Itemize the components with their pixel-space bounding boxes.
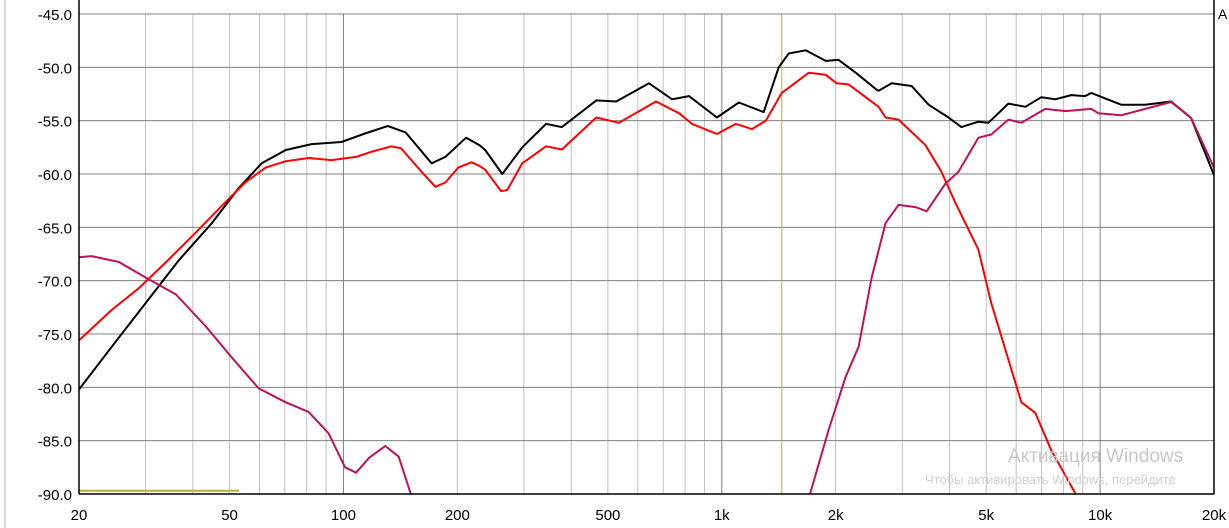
y-tick-labels: -45.0 -50.0 -55.0 -60.0 -65.0 -70.0 -75.0 -80.0… xyxy=(38,7,72,504)
y-tick-label: -55.0 xyxy=(38,114,72,131)
x-tick-label: 20k xyxy=(1202,507,1227,524)
y-tick-label: -75.0 xyxy=(38,327,72,344)
x-tick-label: 1k xyxy=(714,507,730,524)
y-tick-label: -90.0 xyxy=(38,487,72,504)
y-tick-label: -65.0 xyxy=(38,220,72,237)
series-line-3 xyxy=(79,255,412,494)
x-tick-label: 20 xyxy=(71,507,88,524)
windows-activation-watermark: Активация Windows xyxy=(1008,446,1184,467)
series-line-2 xyxy=(79,71,1077,494)
x-tick-label: 2k xyxy=(828,507,844,524)
y-tick-label: -60.0 xyxy=(38,167,72,184)
x-tick-label: 200 xyxy=(445,507,470,524)
x-tick-labels: 20 50 100 200 500 1k 2k 5k 10k 20k xyxy=(71,507,1227,524)
y-tick-label: -85.0 xyxy=(38,434,72,451)
series-group xyxy=(79,49,1214,494)
plot-frame xyxy=(78,0,1215,495)
x-tick-label: 100 xyxy=(331,507,356,524)
y-tick-label: -45.0 xyxy=(38,7,72,24)
series-line-1 xyxy=(79,49,1214,391)
y-tick-label: -70.0 xyxy=(38,274,72,291)
series-line-4 xyxy=(808,101,1214,494)
x-tick-label: 10k xyxy=(1088,507,1113,524)
x-tick-label: 5k xyxy=(978,507,994,524)
windows-activation-watermark-subtext: Чтобы активировать Windows, перейдите xyxy=(925,472,1176,487)
y-tick-label: -50.0 xyxy=(38,60,72,77)
grid xyxy=(79,13,1214,495)
x-tick-label: 500 xyxy=(595,507,620,524)
edge-panel-text: A xyxy=(1218,6,1228,22)
x-tick-label: 50 xyxy=(221,507,238,524)
y-tick-label: -80.0 xyxy=(38,380,72,397)
